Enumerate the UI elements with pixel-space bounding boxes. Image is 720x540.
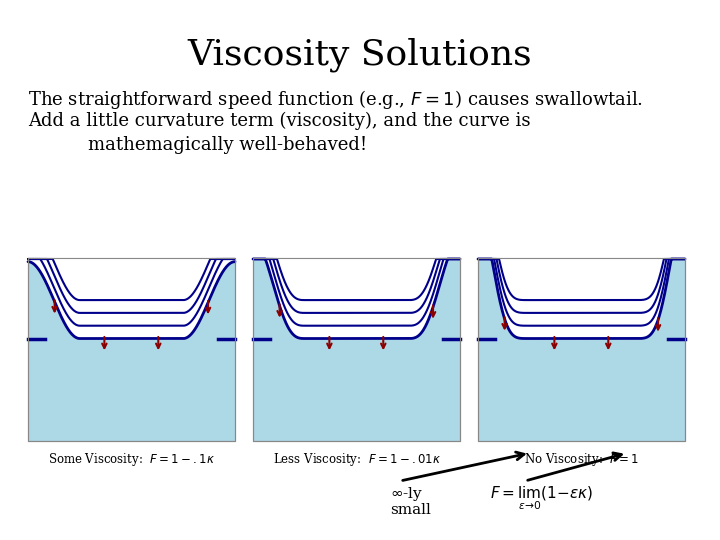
Bar bbox=[28, 258, 235, 441]
Bar bbox=[478, 258, 685, 441]
Text: Some Viscosity:  $F = 1 - .1\kappa$: Some Viscosity: $F = 1 - .1\kappa$ bbox=[48, 451, 215, 468]
Text: Viscosity Solutions: Viscosity Solutions bbox=[188, 38, 532, 72]
Polygon shape bbox=[28, 258, 235, 339]
Bar bbox=[253, 258, 460, 441]
Polygon shape bbox=[253, 240, 460, 339]
Text: mathemagically well-behaved!: mathemagically well-behaved! bbox=[88, 136, 367, 154]
Text: The straightforward speed function (e.g., $F = 1$) causes swallowtail.: The straightforward speed function (e.g.… bbox=[28, 88, 643, 111]
Bar bbox=[28, 258, 235, 441]
Text: $\infty$-ly: $\infty$-ly bbox=[390, 485, 423, 503]
Polygon shape bbox=[478, 214, 685, 339]
Text: No Viscosity:  $F = 1$: No Viscosity: $F = 1$ bbox=[524, 451, 639, 468]
Text: $F = \lim_{\varepsilon \to 0}(1 - \varepsilon\kappa)$: $F = \lim_{\varepsilon \to 0}(1 - \varep… bbox=[490, 485, 593, 512]
Bar bbox=[253, 258, 460, 441]
Text: Add a little curvature term (viscosity), and the curve is: Add a little curvature term (viscosity),… bbox=[28, 112, 531, 130]
Bar bbox=[478, 258, 685, 441]
Text: small: small bbox=[390, 503, 431, 517]
Text: Less Viscosity:  $F = 1 - .01\kappa$: Less Viscosity: $F = 1 - .01\kappa$ bbox=[272, 451, 441, 468]
